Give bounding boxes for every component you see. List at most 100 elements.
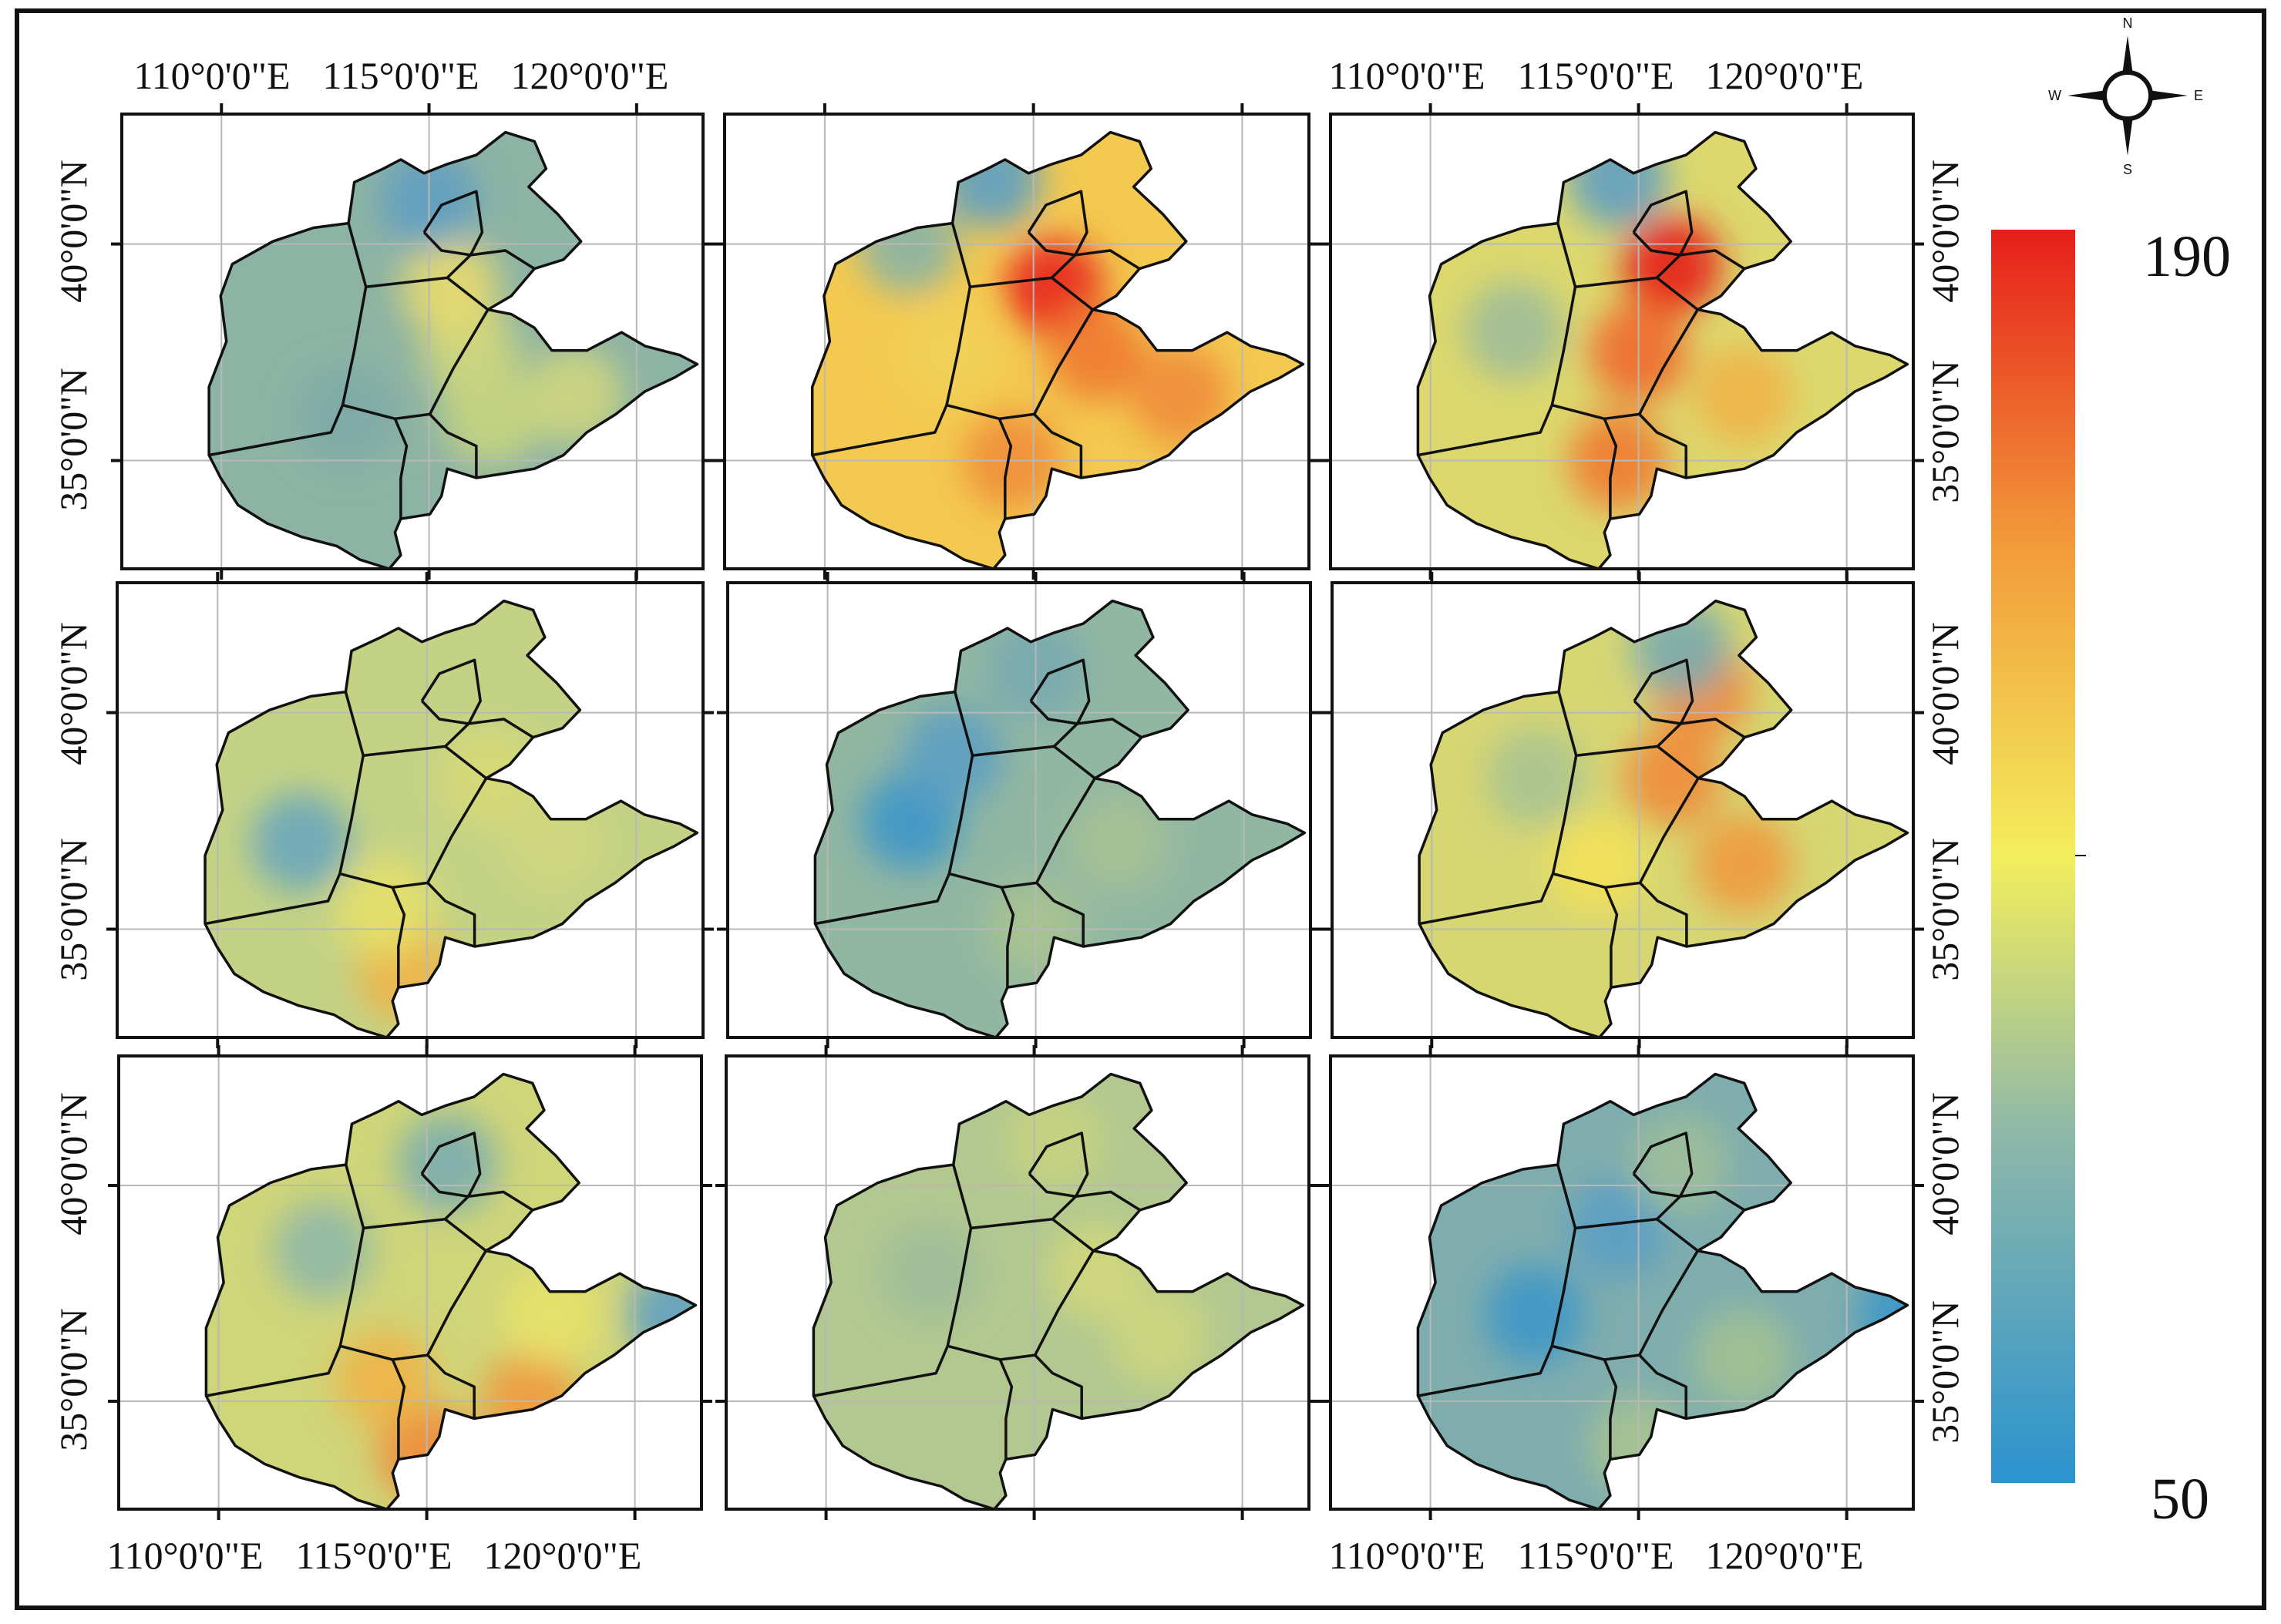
lat-label: 35°0'0"N — [1923, 1300, 1966, 1444]
province-boundary — [1029, 658, 1091, 725]
heat-spot — [1568, 1178, 1667, 1279]
lon-label: 110°0'0"E — [106, 1534, 263, 1577]
lon-label: 110°0'0"E — [1328, 54, 1485, 97]
heat-spot — [1464, 281, 1563, 381]
province-boundary — [1656, 718, 1746, 748]
province-boundary — [208, 223, 368, 457]
panel-frame — [725, 1054, 1310, 1511]
heat-spot — [942, 132, 1041, 229]
province-boundary — [444, 718, 534, 748]
province-boundary — [391, 886, 406, 988]
province-boundary — [1633, 658, 1694, 725]
province-boundary — [426, 882, 476, 946]
legend-min-label: 50 — [2151, 1467, 2209, 1532]
province-boundary — [1638, 413, 1687, 478]
map-panels — [106, 103, 1924, 1520]
color-legend: 190 50 — [1991, 224, 2231, 1532]
panel-frame — [1331, 581, 1915, 1039]
heat-spot — [903, 706, 1002, 806]
province-boundary — [446, 249, 536, 279]
province-boundary — [204, 691, 365, 926]
panel-frame — [1329, 113, 1915, 570]
lat-label: 40°0'0"N — [1923, 1092, 1966, 1236]
province-boundary — [813, 1164, 973, 1397]
heat-spot — [296, 368, 395, 467]
lon-label: 115°0'0"E — [1517, 54, 1674, 97]
province-boundary — [946, 308, 1095, 421]
province-boundary — [1632, 1131, 1694, 1199]
map-panel — [717, 572, 1321, 1048]
province-boundary — [1551, 308, 1699, 421]
lat-labels-left: 40°0'0"N 35°0'0"N 40°0'0"N 35°0'0"N 40°0… — [52, 160, 95, 1451]
province-boundary — [393, 418, 409, 519]
legend-colorbar — [1991, 230, 2075, 1483]
province-boundary — [1035, 882, 1085, 946]
province-boundary — [420, 1131, 482, 1199]
lon-label: 120°0'0"E — [484, 1534, 642, 1577]
heat-spot — [251, 792, 352, 893]
province-boundary — [1639, 882, 1688, 946]
region-fill — [205, 600, 698, 1037]
province-boundary — [947, 1249, 1095, 1361]
province-boundary — [998, 1359, 1014, 1460]
province-boundary — [1027, 190, 1088, 257]
province-boundary — [812, 223, 972, 457]
map-panel — [714, 103, 1320, 580]
heat-spot — [1069, 792, 1169, 893]
map-panel — [1321, 572, 1924, 1048]
lat-label: 40°0'0"N — [52, 1092, 95, 1236]
map-panel — [715, 1045, 1320, 1520]
province-boundary — [342, 308, 490, 421]
legend-max-label: 190 — [2143, 224, 2231, 289]
heat-spot — [442, 368, 541, 467]
lon-labels-top-left: 110°0'0"E 115°0'0"E 120°0'0"E — [133, 54, 668, 97]
heat-spot — [1623, 728, 1722, 827]
province-boundary — [815, 691, 974, 926]
lon-label: 120°0'0"E — [1706, 54, 1864, 97]
province-boundary — [1638, 1353, 1687, 1419]
map-panel — [1320, 103, 1924, 580]
heat-spot — [1693, 345, 1792, 446]
province-boundary — [426, 1353, 476, 1419]
province-boundary — [1028, 1131, 1089, 1199]
province-boundary — [420, 658, 482, 725]
lon-label: 115°0'0"E — [295, 1534, 452, 1577]
compass-w: W — [2048, 88, 2061, 103]
compass-n: N — [2123, 15, 2133, 31]
province-boundary — [948, 777, 1096, 889]
region-fill — [1418, 1074, 1908, 1509]
heat-spot — [502, 1265, 601, 1365]
panel-frame — [116, 581, 705, 1039]
province-boundary — [1418, 223, 1577, 457]
map-panel — [106, 572, 714, 1048]
province-boundary — [1053, 718, 1142, 748]
heat-spot — [1046, 302, 1146, 402]
heat-spot — [335, 1330, 435, 1430]
lat-label: 35°0'0"N — [52, 838, 95, 981]
lat-labels-right: 40°0'0"N 35°0'0"N 40°0'0"N 35°0'0"N 40°0… — [1923, 160, 1966, 1444]
region-fill — [206, 1074, 696, 1509]
panel-frame — [723, 113, 1310, 570]
province-boundary — [1656, 1190, 1745, 1220]
province-boundary — [1033, 413, 1083, 478]
province-boundary — [339, 777, 488, 889]
compass-s: S — [2123, 162, 2132, 177]
heat-spot — [400, 237, 500, 337]
lon-label: 110°0'0"E — [1328, 1534, 1485, 1577]
compass-e: E — [2194, 88, 2203, 103]
province-boundary — [1603, 418, 1618, 519]
province-boundary — [998, 418, 1013, 519]
lon-label: 115°0'0"E — [322, 54, 479, 97]
heat-spot — [1485, 728, 1585, 827]
province-boundary — [1418, 1164, 1577, 1397]
province-boundary — [1051, 1190, 1141, 1220]
heat-spot — [273, 1200, 372, 1300]
lon-labels-bottom-right: 110°0'0"E 115°0'0"E 120°0'0"E — [1328, 1534, 1863, 1577]
heat-spot — [1622, 216, 1722, 316]
heat-spot — [900, 302, 1000, 402]
map-panel — [108, 1045, 712, 1520]
province-boundary — [444, 1190, 533, 1220]
panel-frame — [120, 113, 705, 570]
province-boundary — [1034, 1353, 1083, 1419]
